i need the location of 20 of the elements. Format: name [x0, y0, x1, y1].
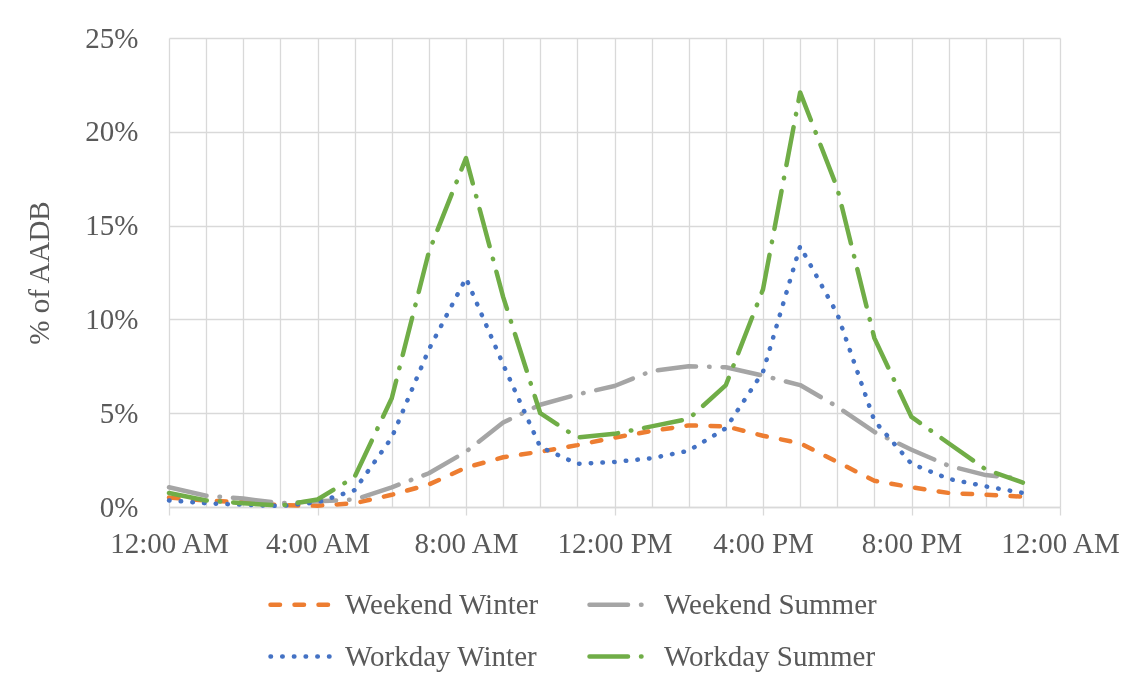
- y-tick-label: 25%: [85, 21, 139, 54]
- y-tick-label: 15%: [85, 209, 139, 242]
- line-series: [166, 90, 1026, 508]
- x-tick-label: 4:00 AM: [266, 526, 370, 559]
- x-tick-label: 12:00 PM: [557, 526, 673, 559]
- x-tick-label: 12:00 AM: [1001, 526, 1120, 559]
- legend-label: Workday Winter: [345, 639, 537, 672]
- x-tick-label: 8:00 AM: [414, 526, 519, 559]
- y-tick-label: 10%: [85, 302, 139, 335]
- legend-label: Weekend Winter: [345, 587, 539, 620]
- x-tick-label: 12:00 AM: [110, 526, 229, 559]
- legend-label: Weekend Summer: [664, 587, 878, 620]
- x-tick-label: 8:00 PM: [861, 526, 963, 559]
- y-tick-label: 5%: [99, 396, 139, 429]
- legend-label: Workday Summer: [664, 639, 876, 672]
- y-tick-label: 0%: [99, 490, 139, 523]
- x-tick-label: 4:00 PM: [713, 526, 814, 559]
- y-tick-label: 20%: [85, 115, 139, 148]
- y-axis-title: % of AADB: [23, 201, 56, 345]
- line-series: [166, 243, 1026, 509]
